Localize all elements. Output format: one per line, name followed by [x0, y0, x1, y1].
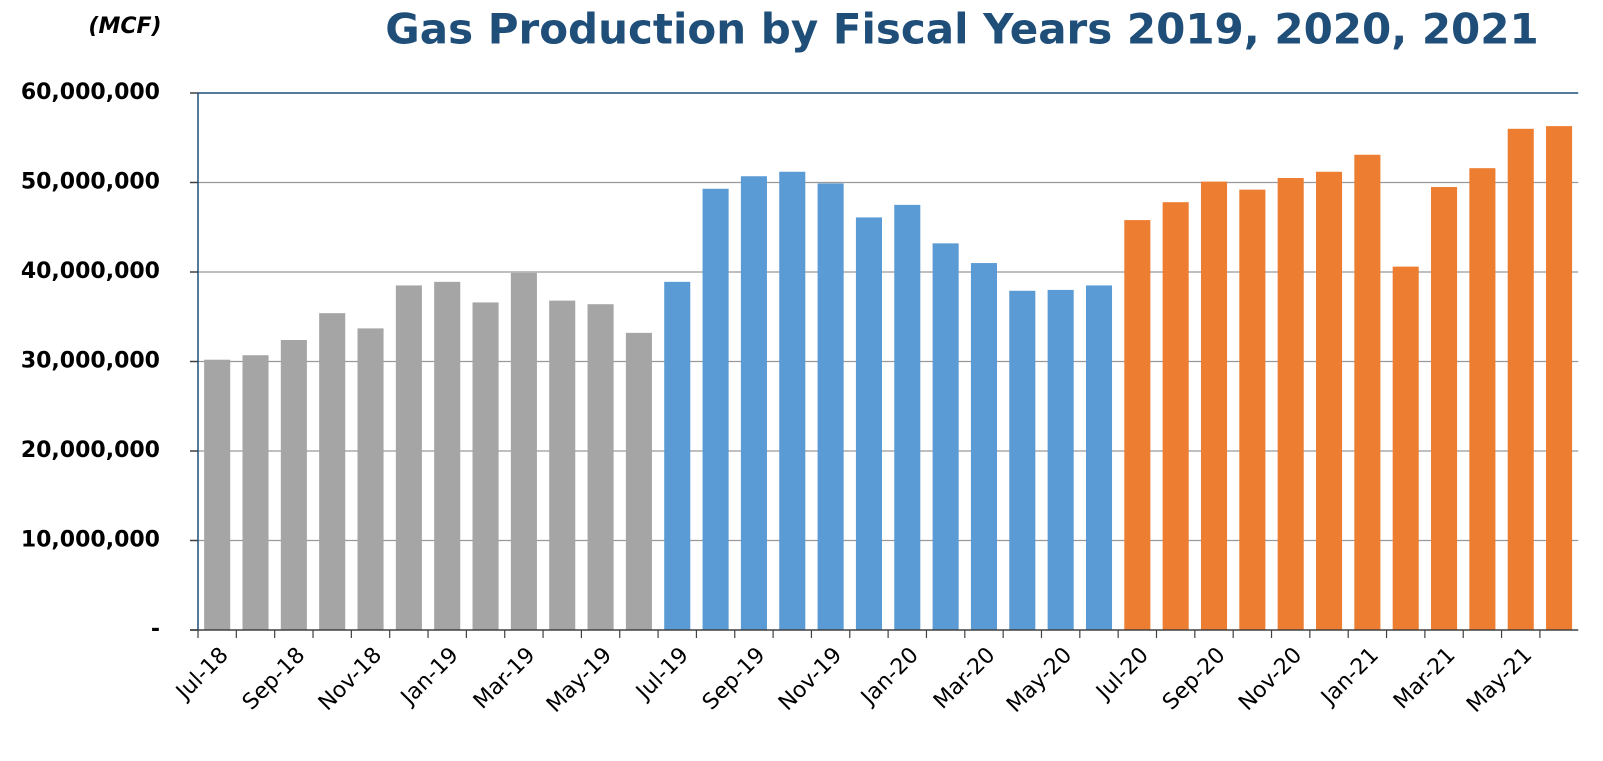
bar [970, 263, 998, 630]
bar [1239, 189, 1266, 630]
bar [242, 355, 269, 630]
bar [1200, 181, 1228, 631]
x-tick-label: Sep-19 [698, 643, 770, 715]
bar [702, 188, 729, 630]
bar [1009, 290, 1036, 630]
x-tick-label: Sep-18 [238, 643, 310, 715]
x-tick-label: Mar-20 [929, 643, 1000, 714]
bar [319, 313, 346, 630]
x-tick-label: Jan-20 [855, 643, 923, 711]
bar [587, 304, 614, 630]
y-tick-label: 50,000,000 [21, 170, 160, 195]
x-tick-label: Jan-19 [395, 643, 463, 711]
bar [855, 217, 882, 630]
bar [472, 302, 499, 630]
bar [1277, 178, 1304, 630]
y-tick-label: 10,000,000 [21, 528, 160, 553]
bar [740, 176, 767, 631]
x-tick-label: Mar-19 [469, 643, 540, 714]
bar [1162, 202, 1189, 630]
y-tick-label: 40,000,000 [21, 259, 160, 284]
bar [894, 204, 921, 630]
y-tick-label: 20,000,000 [21, 438, 160, 463]
x-tick-label: Jul-19 [630, 643, 693, 706]
bar [1047, 289, 1074, 630]
bar [625, 332, 652, 630]
bar [1431, 186, 1458, 630]
x-tick-label: Nov-18 [314, 643, 387, 716]
x-tick-label: Sep-20 [1158, 643, 1230, 715]
bar [779, 171, 806, 630]
bar [204, 359, 231, 630]
y-tick-label: 30,000,000 [21, 349, 160, 374]
bar [932, 243, 959, 631]
bar [817, 183, 844, 630]
bar [1507, 128, 1534, 631]
x-tick-label: Mar-21 [1389, 643, 1460, 714]
unit-label: (MCF) [88, 14, 161, 39]
x-tick-label: Jul-18 [170, 643, 233, 706]
bar [1085, 285, 1113, 630]
bar [395, 285, 422, 630]
y-tick-label: 60,000,000 [21, 80, 160, 105]
bar [549, 300, 576, 630]
bar [510, 272, 537, 630]
chart-title: Gas Production by Fiscal Years 2019, 202… [385, 5, 1538, 54]
bar [1546, 126, 1573, 631]
x-tick-label: May-20 [1002, 643, 1077, 718]
y-tick-label: - [151, 617, 160, 642]
x-tick-label: Nov-19 [774, 643, 847, 716]
bar [434, 281, 461, 630]
bar [1392, 266, 1419, 630]
x-tick-label: Nov-20 [1234, 643, 1307, 716]
bar [1354, 154, 1381, 630]
bar [1315, 171, 1343, 630]
x-tick-label: May-19 [542, 643, 617, 718]
bar [1124, 220, 1151, 630]
bar [1469, 168, 1496, 630]
bar [280, 340, 307, 630]
x-tick-label: Jan-21 [1315, 643, 1383, 711]
bar [664, 281, 691, 630]
x-tick-label: Jul-20 [1091, 643, 1154, 706]
x-tick-label: May-21 [1462, 643, 1537, 718]
bar [357, 328, 384, 630]
